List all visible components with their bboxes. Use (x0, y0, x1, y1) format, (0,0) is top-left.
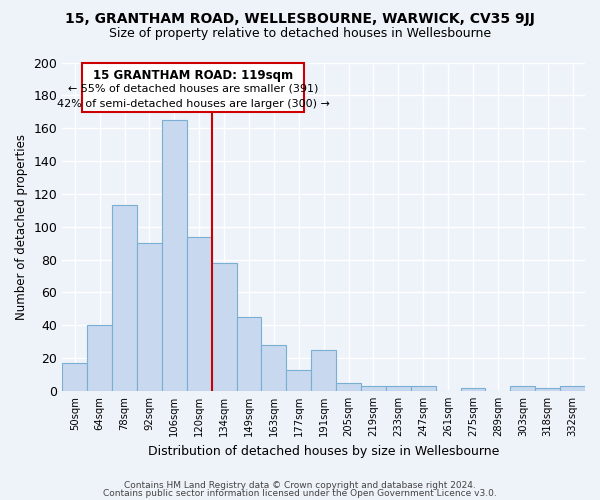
Text: 15 GRANTHAM ROAD: 119sqm: 15 GRANTHAM ROAD: 119sqm (93, 69, 293, 82)
Bar (236, 317, 262, 391)
Bar (411, 386, 436, 391)
Bar (461, 388, 485, 391)
Bar (137, 243, 162, 391)
Bar (511, 386, 535, 391)
Bar (62, 363, 87, 391)
Bar (262, 345, 286, 391)
X-axis label: Distribution of detached houses by size in Wellesbourne: Distribution of detached houses by size … (148, 444, 499, 458)
Bar (162, 120, 187, 391)
Bar (361, 386, 386, 391)
Bar (311, 350, 336, 391)
Bar (187, 236, 212, 391)
Bar (560, 386, 585, 391)
Text: ← 55% of detached houses are smaller (391): ← 55% of detached houses are smaller (39… (68, 84, 318, 94)
Text: Contains HM Land Registry data © Crown copyright and database right 2024.: Contains HM Land Registry data © Crown c… (124, 481, 476, 490)
Bar (112, 206, 137, 391)
Bar (535, 388, 560, 391)
Text: 42% of semi-detached houses are larger (300) →: 42% of semi-detached houses are larger (… (56, 98, 329, 108)
Bar (336, 382, 361, 391)
Text: 15, GRANTHAM ROAD, WELLESBOURNE, WARWICK, CV35 9JJ: 15, GRANTHAM ROAD, WELLESBOURNE, WARWICK… (65, 12, 535, 26)
Text: Contains public sector information licensed under the Open Government Licence v3: Contains public sector information licen… (103, 488, 497, 498)
Bar (212, 263, 236, 391)
FancyBboxPatch shape (82, 62, 304, 112)
Bar (87, 325, 112, 391)
Bar (286, 370, 311, 391)
Y-axis label: Number of detached properties: Number of detached properties (15, 134, 28, 320)
Text: Size of property relative to detached houses in Wellesbourne: Size of property relative to detached ho… (109, 28, 491, 40)
Bar (386, 386, 411, 391)
